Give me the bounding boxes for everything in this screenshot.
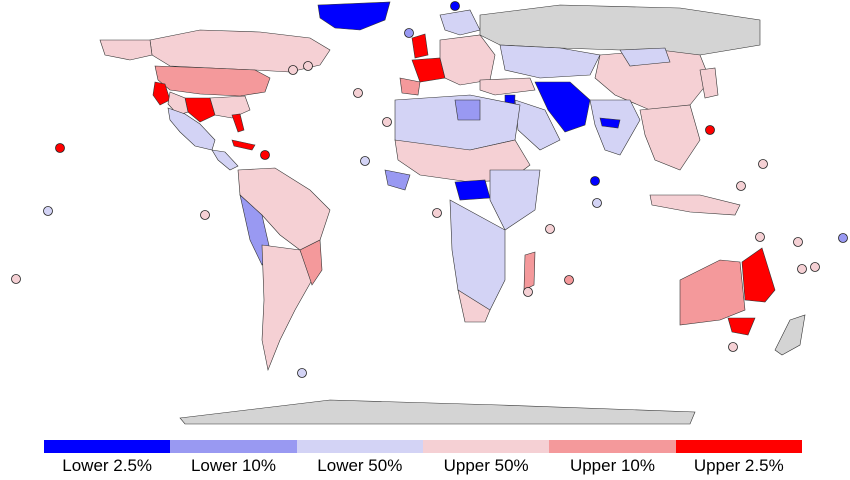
legend-swatch-upper-10 — [549, 440, 676, 453]
region-indonesia — [649, 194, 741, 216]
island-marker — [432, 208, 442, 218]
region-mongolia — [619, 47, 671, 67]
island-marker — [590, 176, 600, 186]
legend-color-bar — [44, 440, 802, 453]
region-usa-north — [154, 65, 271, 97]
region-alaska — [99, 39, 153, 61]
island-marker — [755, 232, 765, 242]
region-madagascar — [523, 251, 536, 291]
region-canada — [149, 29, 331, 73]
island-marker — [523, 287, 533, 297]
region-france — [411, 57, 446, 83]
legend-swatch-upper-2-5 — [675, 440, 802, 453]
region-brazil-east — [299, 239, 323, 286]
legend-swatch-lower-50 — [296, 440, 423, 453]
region-iberia — [399, 77, 421, 96]
island-marker — [200, 210, 210, 220]
region-central-asia — [499, 44, 601, 79]
island-marker — [297, 368, 307, 378]
region-australia-queensland — [741, 247, 776, 303]
island-marker — [810, 262, 820, 272]
legend-label-upper-10: Upper 10% — [569, 456, 655, 475]
region-california — [152, 81, 171, 106]
region-scandinavia — [439, 9, 481, 36]
region-west-africa — [384, 169, 411, 191]
region-caribbean — [231, 139, 256, 151]
region-east-africa — [489, 169, 541, 231]
island-marker — [592, 198, 602, 208]
region-southeast-asia — [639, 104, 701, 171]
region-europe-central — [439, 34, 496, 86]
island-marker — [288, 65, 298, 75]
island-marker — [382, 117, 392, 127]
region-turkey — [479, 77, 536, 96]
island-marker — [404, 28, 414, 38]
region-south-africa — [457, 289, 491, 323]
island-marker — [303, 61, 313, 71]
region-japan — [699, 67, 719, 99]
island-marker — [55, 143, 65, 153]
legend-label-lower-50: Lower 50% — [317, 456, 403, 475]
island-marker — [797, 264, 807, 274]
island-marker — [353, 88, 363, 98]
island-marker — [793, 237, 803, 247]
legend-label-lower-10: Lower 10% — [190, 456, 277, 475]
island-marker — [564, 275, 574, 285]
legend-swatch-lower-10 — [170, 440, 297, 453]
island-marker — [705, 125, 715, 135]
region-egypt — [454, 99, 481, 121]
island-marker — [838, 233, 848, 243]
legend-label-lower-2-5: Lower 2.5% — [62, 456, 153, 475]
region-central-america — [211, 149, 239, 171]
region-iran — [534, 81, 591, 133]
island-marker — [758, 159, 768, 169]
island-marker — [545, 224, 555, 234]
region-uk — [411, 33, 429, 59]
region-florida — [231, 113, 245, 133]
region-arabia — [514, 99, 561, 151]
region-new-zealand — [774, 314, 806, 356]
legend-swatch-upper-50 — [422, 440, 550, 453]
region-australia-southeast — [727, 317, 756, 336]
island-marker — [11, 274, 21, 284]
region-australia-west — [679, 259, 746, 326]
island-marker — [450, 1, 460, 11]
island-marker — [43, 206, 53, 216]
legend-label-upper-50: Upper 50% — [443, 456, 529, 475]
region-antarctica — [179, 399, 696, 425]
island-marker — [260, 150, 270, 160]
region-central-africa-highlight — [454, 179, 491, 201]
island-marker — [360, 156, 370, 166]
legend-swatch-lower-2-5 — [44, 440, 171, 453]
island-marker — [728, 342, 738, 352]
legend-labels: Lower 2.5% Lower 10% Lower 50% Upper 50%… — [44, 456, 802, 476]
region-pakistan — [599, 117, 621, 129]
region-greenland — [317, 1, 391, 31]
legend-label-upper-2-5: Upper 2.5% — [693, 456, 784, 475]
island-marker — [736, 181, 746, 191]
